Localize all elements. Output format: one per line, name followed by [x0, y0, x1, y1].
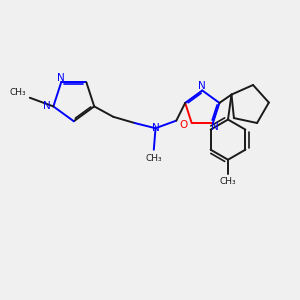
Text: N: N — [198, 81, 206, 91]
Text: CH₃: CH₃ — [220, 177, 236, 186]
Text: CH₃: CH₃ — [146, 154, 162, 163]
Text: CH₃: CH₃ — [9, 88, 26, 98]
Text: N: N — [152, 123, 160, 133]
Text: N: N — [211, 122, 218, 132]
Text: N: N — [57, 73, 65, 83]
Text: N: N — [43, 101, 51, 111]
Text: O: O — [179, 120, 188, 130]
